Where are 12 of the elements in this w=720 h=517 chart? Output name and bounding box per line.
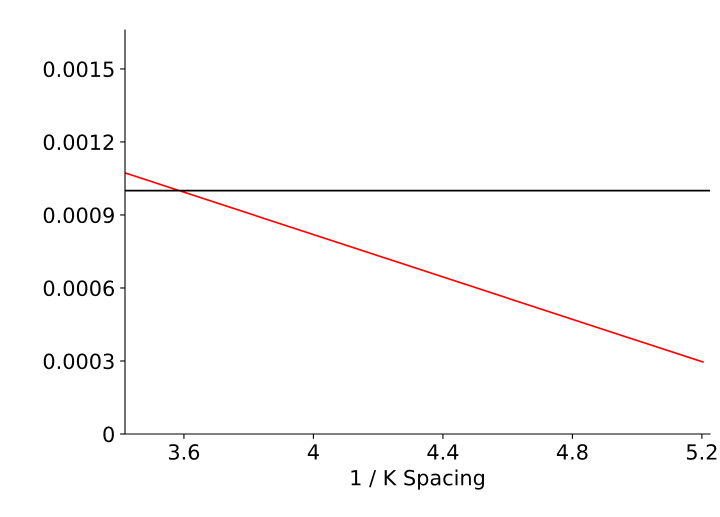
x-tick-label: 5.2 bbox=[686, 444, 716, 460]
x-tick-label: 4.8 bbox=[556, 444, 588, 460]
y-tick-label: 0.0009 bbox=[44, 207, 114, 224]
y-tick-label: 0.0015 bbox=[44, 61, 114, 78]
x-tick-label: 4.4 bbox=[427, 444, 458, 460]
y-tick-label: 0 bbox=[103, 426, 114, 442]
x-tick-label: 3.6 bbox=[168, 444, 200, 460]
x-axis-title: 1 / K Spacing bbox=[351, 469, 484, 490]
y-tick-label: 0.0003 bbox=[44, 353, 114, 370]
x-tick-label: 4 bbox=[308, 444, 319, 460]
y-tick-label: 0.0012 bbox=[44, 134, 114, 150]
y-tick-label: 0.0006 bbox=[44, 280, 114, 296]
